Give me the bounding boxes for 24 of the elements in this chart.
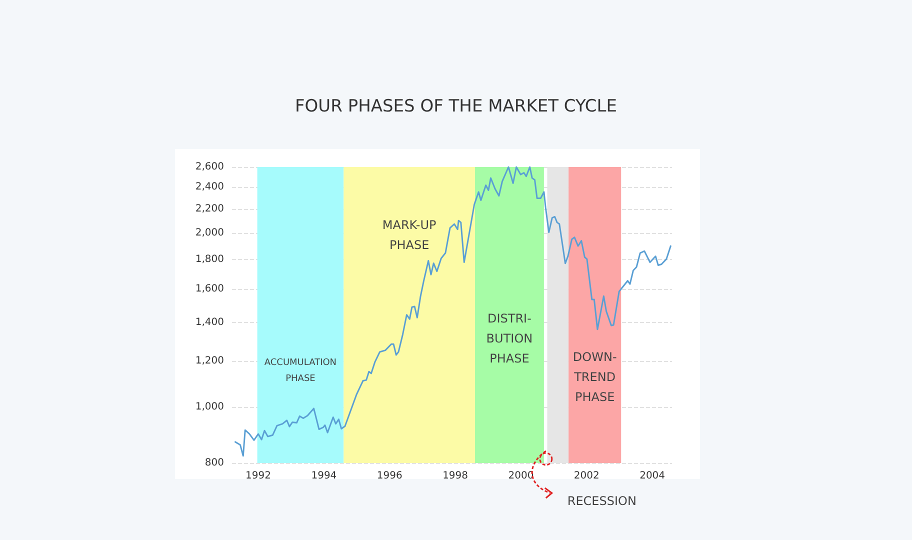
x-tick-label: 2002 xyxy=(574,470,600,482)
band-label: RECESSION xyxy=(567,494,636,508)
band-label: ACCUMULATION PHASE xyxy=(264,358,337,384)
y-tick-label: 2,400 xyxy=(195,182,224,193)
x-tick-label: 1996 xyxy=(376,470,402,482)
y-tick-label: 800 xyxy=(204,458,224,468)
x-tick-label: 1994 xyxy=(311,470,337,482)
x-tick-label: 2004 xyxy=(640,470,666,482)
x-tick-label: 2000 xyxy=(508,470,534,482)
y-tick-label: 1,200 xyxy=(195,356,224,367)
band-label: MARK-UP PHASE xyxy=(382,218,436,252)
y-tick-label: 2,600 xyxy=(195,162,224,172)
x-tick-label: 1998 xyxy=(442,470,468,482)
y-tick-label: 2,200 xyxy=(195,203,224,214)
band-label: DOWN- TREND PHASE xyxy=(572,350,617,404)
y-tick-label: 1,600 xyxy=(195,283,224,294)
chart-title: FOUR PHASES OF THE MARKET CYCLE xyxy=(295,96,617,116)
y-tick-label: 1,400 xyxy=(195,316,224,328)
line-series xyxy=(234,166,672,457)
x-tick-label: 1992 xyxy=(246,470,271,482)
y-tick-label: 1,000 xyxy=(195,401,224,412)
band-label: DISTRI- BUTION PHASE xyxy=(486,312,533,366)
y-tick-label: 2,000 xyxy=(195,227,224,238)
y-tick-label: 1,800 xyxy=(195,254,224,265)
